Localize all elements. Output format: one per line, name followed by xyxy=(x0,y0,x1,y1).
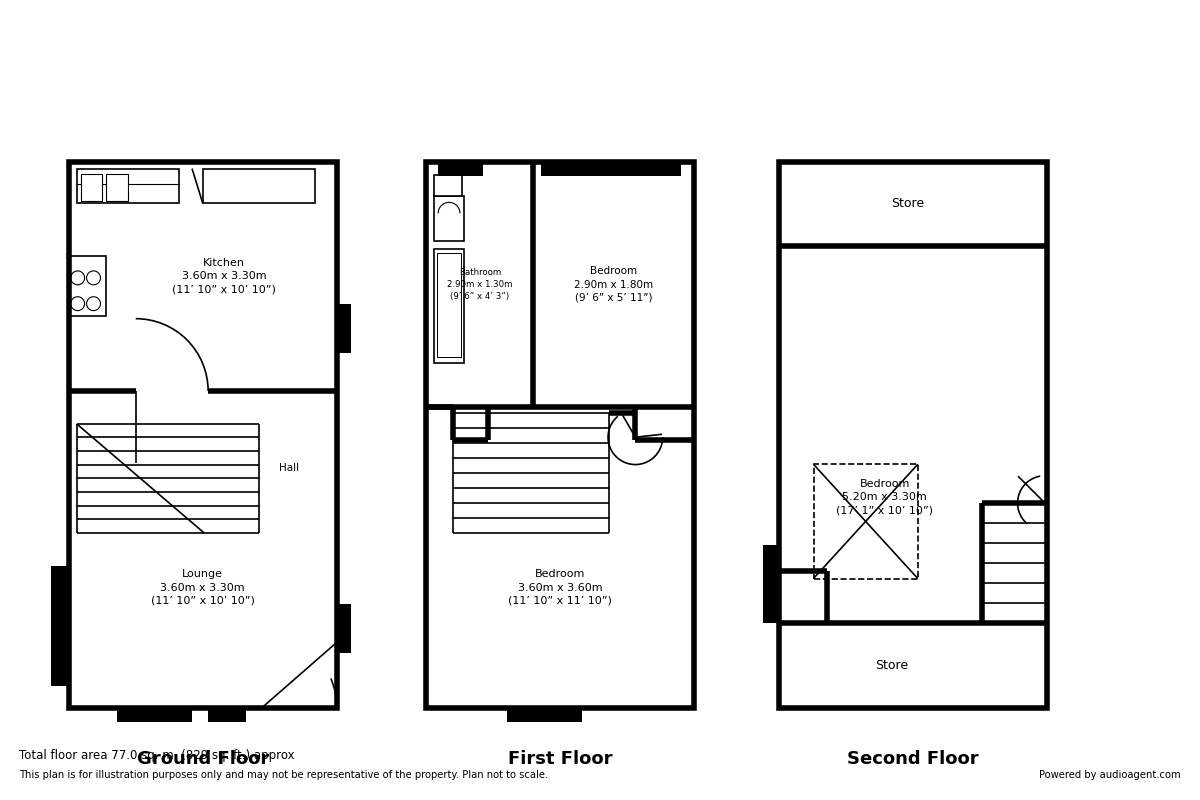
Bar xyxy=(541,162,680,175)
Text: This plan is for illustration purposes only and may not be representative of the: This plan is for illustration purposes o… xyxy=(19,770,548,780)
Bar xyxy=(80,174,102,202)
Text: Bedroom
3.60m x 3.60m
(11’ 10” x 11’ 10”): Bedroom 3.60m x 3.60m (11’ 10” x 11’ 10”… xyxy=(509,570,612,606)
Bar xyxy=(506,708,582,722)
Bar xyxy=(68,162,337,708)
Text: Lounge
3.60m x 3.30m
(11’ 10” x 10’ 10”): Lounge 3.60m x 3.30m (11’ 10” x 10’ 10”) xyxy=(151,570,254,606)
Text: Hall: Hall xyxy=(278,462,299,473)
Bar xyxy=(208,708,246,722)
Text: Bathroom
2.90m x 1.30m
(9’ 6” x 4’ 3”): Bathroom 2.90m x 1.30m (9’ 6” x 4’ 3”) xyxy=(448,268,512,301)
Bar xyxy=(779,162,1046,708)
Bar xyxy=(337,304,350,353)
Text: Store: Store xyxy=(875,659,908,672)
Bar xyxy=(107,174,128,202)
Text: Total floor area 77.0 sq. m. (829 sq. ft.) approx: Total floor area 77.0 sq. m. (829 sq. ft… xyxy=(19,749,295,762)
Text: Store: Store xyxy=(890,198,924,210)
Bar xyxy=(68,256,107,315)
Text: Kitchen
3.60m x 3.30m
(11’ 10” x 10’ 10”): Kitchen 3.60m x 3.30m (11’ 10” x 10’ 10”… xyxy=(173,258,276,294)
Text: Bedroom
2.90m x 1.80m
(9’ 6” x 5’ 11”): Bedroom 2.90m x 1.80m (9’ 6” x 5’ 11”) xyxy=(575,266,654,302)
Bar xyxy=(434,174,462,197)
Bar xyxy=(203,169,316,203)
Text: Second Floor: Second Floor xyxy=(847,750,979,769)
Text: Bedroom
5.20m x 3.30m
(17’ 1” x 10’ 10”): Bedroom 5.20m x 3.30m (17’ 1” x 10’ 10”) xyxy=(836,479,934,515)
Bar xyxy=(437,253,461,357)
Text: Powered by audioagent.com: Powered by audioagent.com xyxy=(1039,770,1181,780)
Bar xyxy=(763,546,779,623)
Bar xyxy=(426,162,695,708)
Bar xyxy=(50,566,68,686)
Bar xyxy=(434,197,464,241)
Bar xyxy=(337,604,350,654)
Bar xyxy=(438,162,482,175)
Bar xyxy=(68,162,337,708)
Bar xyxy=(77,169,179,203)
Bar xyxy=(814,464,918,578)
Text: First Floor: First Floor xyxy=(508,750,612,769)
Bar xyxy=(116,708,192,722)
Bar xyxy=(434,249,464,362)
Bar xyxy=(426,162,695,708)
Text: Ground Floor: Ground Floor xyxy=(137,750,269,769)
Bar xyxy=(779,162,1046,708)
